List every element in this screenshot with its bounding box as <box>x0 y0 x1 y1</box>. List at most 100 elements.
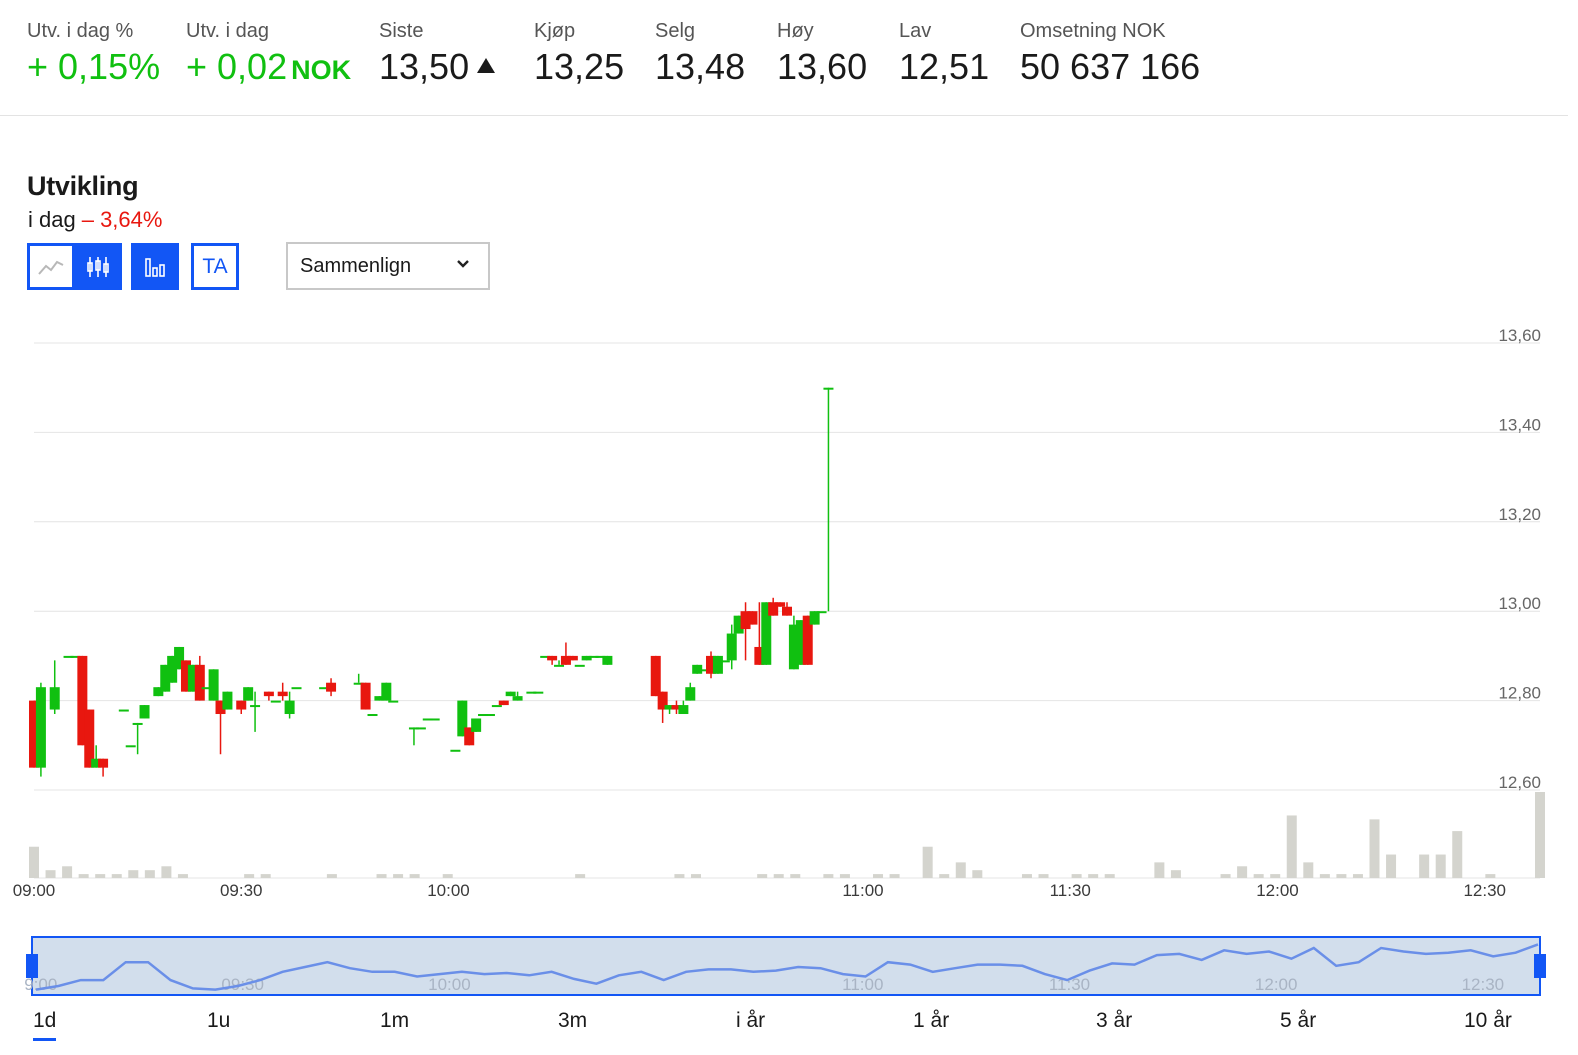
quote-value: 50 637 166 <box>1020 46 1201 87</box>
candle-body <box>733 615 744 634</box>
range-ytd[interactable]: i år <box>736 1009 766 1032</box>
quote-low: Lav 12,51 <box>899 19 989 89</box>
volume-bar <box>376 874 387 878</box>
y-tick-label: 13,60 <box>1498 326 1541 345</box>
candle <box>291 687 302 690</box>
candle-body <box>692 664 703 674</box>
candle-body <box>139 705 150 719</box>
candle <box>484 714 495 717</box>
volume-bar <box>939 874 950 878</box>
quote-ask: Selg 13,48 <box>655 19 745 89</box>
today-change-value: – 3,64% <box>81 207 163 232</box>
x-tick-label: 11:30 <box>1050 881 1091 900</box>
candle-body <box>512 696 523 701</box>
x-tick-label: 09:30 <box>220 881 263 900</box>
candle <box>588 655 599 658</box>
range-1m[interactable]: 1m <box>380 1009 410 1032</box>
quote-value: + 0,02 <box>186 46 288 87</box>
candle <box>823 387 834 612</box>
volume-button[interactable] <box>131 243 179 290</box>
candle-body <box>422 718 433 721</box>
candle <box>726 624 737 670</box>
candle-body <box>747 611 758 625</box>
volume-bar <box>144 870 155 878</box>
candle <box>457 700 468 737</box>
range-1u[interactable]: 1u <box>207 1009 231 1032</box>
candle-body <box>284 700 295 715</box>
range-10y[interactable]: 10 år <box>1464 1009 1512 1032</box>
x-tick-label: 12:00 <box>1256 881 1299 900</box>
technical-analysis-button[interactable]: TA <box>191 243 239 290</box>
candle <box>326 678 337 697</box>
x-tick-label: 12:30 <box>1463 881 1506 900</box>
volume-bar <box>873 874 884 878</box>
navigator-handle-left[interactable] <box>26 954 38 978</box>
volume-bar <box>757 874 768 878</box>
volume-bar <box>1038 874 1049 878</box>
range-1y[interactable]: 1 år <box>913 1009 950 1032</box>
y-tick-label: 13,20 <box>1498 505 1541 524</box>
candle-body <box>484 714 495 717</box>
range-3m[interactable]: 3m <box>558 1009 588 1032</box>
chevron-down-icon <box>457 260 469 268</box>
volume-bar <box>1088 874 1099 878</box>
candle <box>132 722 143 755</box>
candle <box>243 687 254 701</box>
candle <box>284 691 295 719</box>
range-3y[interactable]: 3 år <box>1096 1009 1133 1032</box>
candle-body <box>29 700 39 768</box>
navigator-tick-label: 11:30 <box>1049 975 1090 994</box>
navigator-window[interactable] <box>31 936 1541 996</box>
candle <box>795 620 806 665</box>
candle-body <box>125 745 136 748</box>
volume-bar <box>260 874 271 878</box>
candle-body <box>381 682 392 701</box>
candle-body <box>540 655 551 658</box>
candle-body <box>754 646 765 665</box>
candle <box>160 664 171 692</box>
quote-label: Selg <box>655 20 696 42</box>
line-chart-button[interactable] <box>27 243 75 290</box>
candle-body <box>250 705 261 708</box>
volume-bar <box>326 874 337 878</box>
candlestick-button[interactable] <box>73 243 122 290</box>
candle <box>70 655 81 658</box>
quote-turnover: Omsetning NOK 50 637 166 <box>1020 19 1200 89</box>
volume-bar <box>442 874 453 878</box>
candle <box>664 705 675 715</box>
quote-change-percent: Utv. i dag % + 0,15% <box>27 19 160 89</box>
candle <box>706 651 717 679</box>
volume-bar <box>1286 815 1297 878</box>
compare-select[interactable]: Sammenlign <box>286 242 490 290</box>
quote-change-nok: Utv. i dag + 0,02 NOK <box>186 19 351 92</box>
quote-value: 13,60 <box>777 46 868 87</box>
candle <box>567 655 578 661</box>
candle <box>194 655 205 701</box>
candle <box>388 700 399 703</box>
volume-bar <box>95 874 106 878</box>
candle <box>208 669 219 701</box>
volume-bar <box>1419 854 1430 878</box>
candle <box>222 691 233 710</box>
candle-body <box>215 700 226 715</box>
candle-body <box>761 602 772 665</box>
candle <box>478 714 489 717</box>
y-tick-label: 13,40 <box>1498 415 1541 434</box>
candle <box>360 682 371 710</box>
candle <box>353 673 364 685</box>
quote-label: Omsetning NOK <box>1020 20 1166 42</box>
x-tick-label: 11:00 <box>842 881 883 900</box>
candle <box>270 700 281 703</box>
candle <box>685 682 696 701</box>
x-tick-label: 10:00 <box>427 881 470 900</box>
candle-body <box>263 691 274 697</box>
candle-body <box>650 655 661 697</box>
quote-unit: NOK <box>291 55 352 85</box>
range-5y[interactable]: 5 år <box>1280 1009 1317 1032</box>
price-chart[interactable]: 12,60 12,80 13,00 13,20 13,40 13,60 09:00 09:3… <box>0 320 1578 910</box>
navigator-handle-right[interactable] <box>1534 954 1546 978</box>
volume-bar <box>839 874 850 878</box>
candle <box>788 615 799 670</box>
range-1d[interactable]: 1d <box>33 1009 57 1041</box>
